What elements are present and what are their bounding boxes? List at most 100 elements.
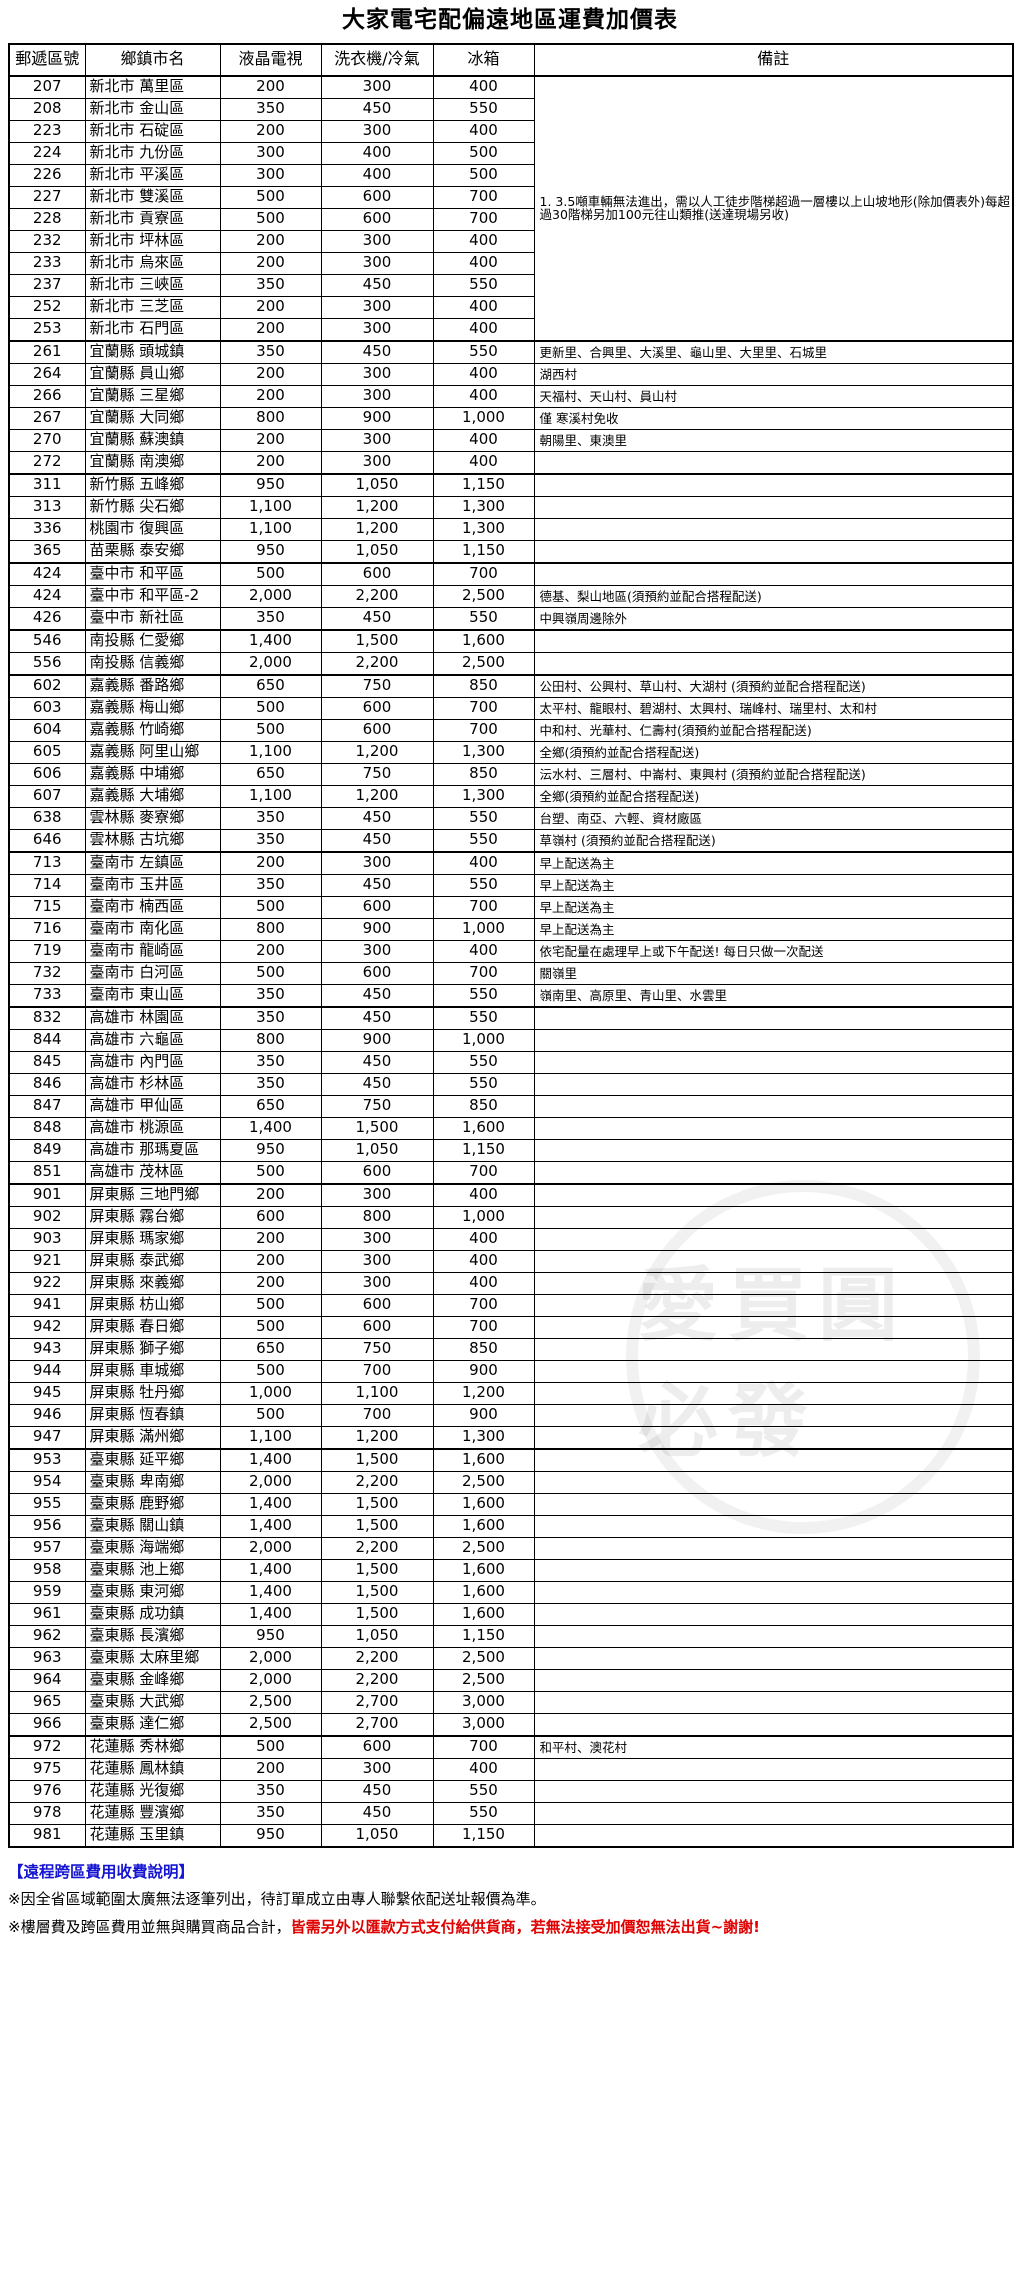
cell-lcd-tv: 2,500 [219, 1690, 322, 1714]
cell-township: 宜蘭縣 大同鄉 [84, 406, 221, 430]
cell-washer-ac: 600 [320, 718, 434, 742]
table-row: 228 新北市 貢寮區 500 600 700 [8, 207, 1013, 231]
cell-remarks [533, 1757, 1014, 1781]
table-row: 849 高雄市 那瑪夏區 950 1,050 1,150 [8, 1138, 1014, 1162]
cell-refrigerator: 400 [432, 295, 535, 319]
cell-remarks [533, 1690, 1014, 1714]
cell-township: 屏東縣 春日鄉 [84, 1315, 221, 1339]
cell-washer-ac: 600 [320, 696, 434, 720]
table-row: 272 宜蘭縣 南澳鄉 200 300 400 [8, 450, 1014, 475]
cell-refrigerator: 1,600 [432, 1492, 535, 1516]
table-row: 603 嘉義縣 梅山鄉 500 600 700 太平村、龍眼村、碧湖村、太興村、瑞峰村、瑞… [8, 696, 1014, 720]
cell-lcd-tv: 200 [219, 450, 322, 475]
cell-refrigerator: 400 [432, 119, 535, 143]
cell-lcd-tv: 800 [219, 406, 322, 430]
cell-remarks [533, 1182, 1014, 1207]
table-row: 270 宜蘭縣 蘇澳鎮 200 300 400 朝陽里、東澳里 [8, 428, 1014, 452]
cell-township: 臺東縣 長濱鄉 [84, 1624, 221, 1648]
cell-washer-ac: 2,200 [320, 651, 434, 676]
table-row: 981 花蓮縣 玉里鎮 950 1,050 1,150 [8, 1823, 1014, 1848]
cell-remarks [533, 628, 1014, 653]
table-row: 602 嘉義縣 番路鄉 650 750 850 公田村、公興村、草山村、大湖村 (須預約並… [8, 673, 1014, 698]
cell-washer-ac: 1,500 [320, 1447, 434, 1472]
cell-washer-ac: 600 [320, 185, 434, 209]
cell-refrigerator: 850 [432, 762, 535, 786]
cell-refrigerator: 1,300 [432, 784, 535, 808]
cell-lcd-tv: 350 [219, 1801, 322, 1825]
table-row: 713 臺南市 左鎮區 200 300 400 早上配送為主 [8, 850, 1014, 875]
cell-zipcode: 851 [8, 1160, 86, 1185]
cell-refrigerator: 1,600 [432, 1447, 535, 1472]
cell-washer-ac: 1,500 [320, 1580, 434, 1604]
table-row: 546 南投縣 仁愛鄉 1,400 1,500 1,600 [8, 628, 1014, 653]
cell-lcd-tv: 350 [219, 828, 322, 853]
cell-zipcode: 267 [8, 406, 86, 430]
cell-washer-ac: 450 [320, 339, 434, 364]
cell-washer-ac: 1,500 [320, 1558, 434, 1582]
cell-refrigerator: 550 [432, 273, 535, 297]
cell-zipcode: 981 [8, 1823, 86, 1848]
cell-township: 臺東縣 鹿野鄉 [84, 1492, 221, 1516]
cell-township: 臺東縣 達仁鄉 [84, 1712, 221, 1737]
table-row: 972 花蓮縣 秀林鄉 500 600 700 和平村、澳花村 [8, 1734, 1014, 1759]
cell-refrigerator: 400 [432, 1182, 535, 1207]
cell-refrigerator: 1,150 [432, 472, 535, 497]
cell-zipcode: 713 [8, 850, 86, 875]
cell-remarks [533, 1227, 1014, 1251]
cell-lcd-tv: 500 [219, 961, 322, 985]
cell-washer-ac: 450 [320, 873, 434, 897]
cell-refrigerator: 1,200 [432, 1381, 535, 1405]
cell-washer-ac: 300 [320, 384, 434, 408]
table-row: 846 高雄市 杉林區 350 450 550 [8, 1072, 1014, 1096]
cell-township: 臺東縣 關山鎮 [84, 1514, 221, 1538]
cell-zipcode: 922 [8, 1271, 86, 1295]
cell-lcd-tv: 1,100 [219, 495, 322, 519]
cell-lcd-tv: 950 [219, 1138, 322, 1162]
cell-remarks: 沄水村、三層村、中崙村、東興村 (須預約並配合搭程配送) [533, 762, 1014, 786]
cell-remarks [533, 1558, 1014, 1582]
cell-remarks [533, 1094, 1014, 1118]
cell-township: 宜蘭縣 員山鄉 [84, 362, 221, 386]
cell-refrigerator: 400 [432, 1271, 535, 1295]
cell-township: 臺南市 左鎮區 [84, 850, 221, 875]
table-row: 227 新北市 雙溪區 500 600 700 [8, 185, 1013, 209]
cell-remarks [533, 539, 1014, 564]
cell-remarks [533, 1116, 1014, 1140]
cell-washer-ac: 700 [320, 1359, 434, 1383]
table-row: 207 新北市 萬里區 200 300 400 1. 3.5噸車輛無法進出，需以人工徒步階… [8, 74, 1014, 342]
cell-township: 嘉義縣 番路鄉 [84, 673, 221, 698]
cell-lcd-tv: 500 [219, 1403, 322, 1427]
page-root: 愛買圓必發 大家電宅配偏遠地區運費加價表 郵遞區號 鄉鎮市名 液晶電視 洗衣機/… [8, 7, 1014, 1936]
cell-township: 嘉義縣 大埔鄉 [84, 784, 221, 808]
table-row: 714 臺南市 玉井區 350 450 550 早上配送為主 [8, 873, 1014, 897]
cell-lcd-tv: 500 [219, 1359, 322, 1383]
cell-washer-ac: 400 [320, 141, 434, 165]
table-row: 719 臺南市 龍崎區 200 300 400 依宅配量在處理早上或下午配送! 每日只做一… [8, 939, 1014, 963]
cell-lcd-tv: 2,500 [219, 1712, 322, 1737]
cell-zipcode: 941 [8, 1293, 86, 1317]
cell-washer-ac: 750 [320, 762, 434, 786]
cell-township: 花蓮縣 秀林鄉 [84, 1734, 221, 1759]
cell-refrigerator: 400 [432, 450, 535, 475]
cell-washer-ac: 300 [320, 362, 434, 386]
cell-remarks: 僅 寒溪村免收 [533, 406, 1014, 430]
cell-zipcode: 976 [8, 1779, 86, 1803]
cell-washer-ac: 900 [320, 917, 434, 941]
table-header: 郵遞區號 鄉鎮市名 液晶電視 洗衣機/冷氣 冰箱 備註 [8, 43, 1014, 77]
cell-zipcode: 646 [8, 828, 86, 853]
table-row: 233 新北市 烏來區 200 300 400 [8, 251, 1013, 275]
cell-township: 臺東縣 大武鄉 [84, 1690, 221, 1714]
cell-remarks [533, 1470, 1014, 1494]
cell-zipcode: 732 [8, 961, 86, 985]
cell-township: 新北市 烏來區 [84, 251, 221, 275]
cell-remarks: 關嶺里 [533, 961, 1014, 985]
cell-washer-ac: 600 [320, 1315, 434, 1339]
col-header-refrigerator: 冰箱 [432, 43, 535, 77]
cell-remarks: 公田村、公興村、草山村、大湖村 (須預約並配合搭程配送) [533, 673, 1014, 698]
cell-lcd-tv: 350 [219, 1072, 322, 1096]
cell-township: 臺中市 和平區 [84, 561, 221, 586]
cell-remarks [533, 1249, 1014, 1273]
cell-lcd-tv: 350 [219, 1050, 322, 1074]
cell-refrigerator: 700 [432, 961, 535, 985]
cell-refrigerator: 1,600 [432, 628, 535, 653]
